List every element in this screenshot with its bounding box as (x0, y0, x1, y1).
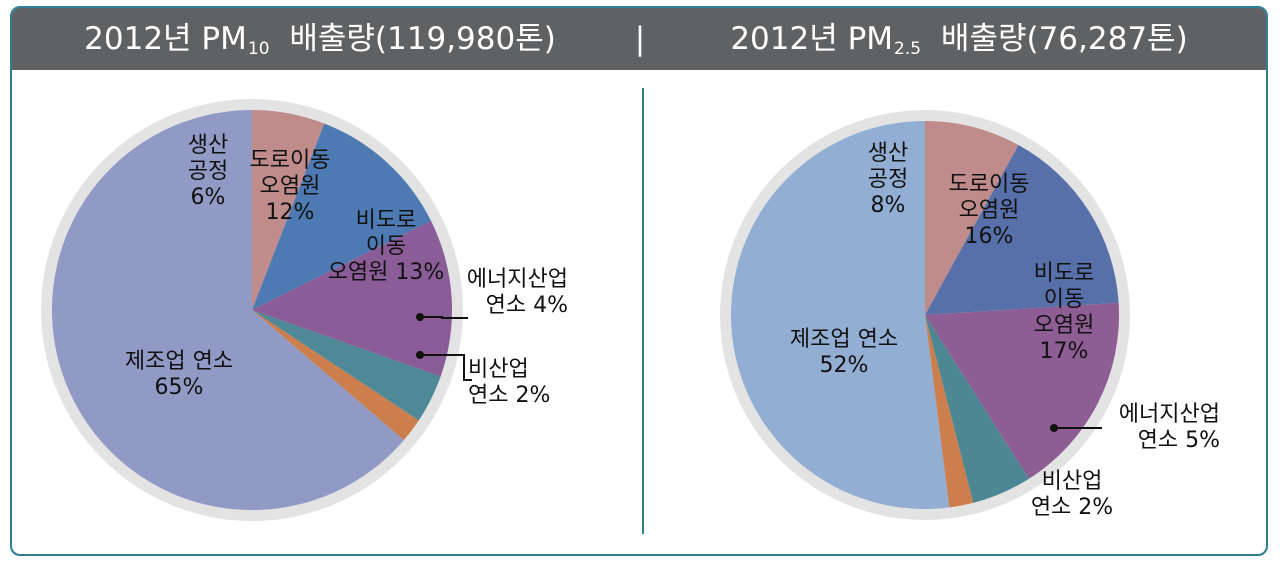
slice-label-line: 에너지산업 (1119, 402, 1220, 427)
slice-label: 비도로 이동 오염원 13% (328, 208, 445, 285)
slice-label: 에너지산업 연소 4% (467, 267, 568, 318)
slice-label-line: 생산 (868, 141, 908, 166)
slice-label-line: 오염원 (1034, 313, 1095, 338)
slice-label-line: 6% (191, 185, 226, 210)
slice-label-line: 52% (820, 353, 869, 378)
pie-slice (252, 310, 441, 421)
slice-label: 생산 공정 6% (188, 133, 228, 210)
slice-label: 제조업 연소 52% (790, 327, 898, 378)
pie-slice (252, 123, 432, 310)
slice-label: 제조업 연소 65% (125, 349, 233, 400)
slice-label: 도로이동 오염원 12% (250, 148, 331, 225)
slice-label-line: 오염원 (260, 174, 321, 199)
pm10-title: 2012년 PM10 배출량(119,980톤) (84, 21, 556, 59)
slice-label: 비산업 연소 2% (468, 357, 550, 408)
header-separator: | (634, 21, 646, 57)
slice-label-line: 도로이동 (949, 172, 1030, 197)
pie-slice (925, 145, 1119, 315)
slice-label-line: 이동 (366, 234, 406, 259)
slice-label: 생산 공정 8% (868, 141, 908, 218)
slice-label-line: 16% (965, 224, 1014, 249)
slice-label-line: 제조업 연소 (125, 349, 233, 374)
pm10-pie-chart: 생산 공정 6%도로이동 오염원 12% 비도로 이동 오염원 13% 에너지산업 연소 4%비산… (41, 99, 568, 521)
slice-label-line: 65% (155, 375, 204, 400)
leader-dot (416, 351, 424, 359)
leader-dot (1050, 424, 1058, 432)
chart-frame: 2012년 PM10 배출량(119,980톤) | 2012년 PM2.5 배… (10, 6, 1268, 556)
slice-label-line: 공정 (188, 159, 228, 184)
slice-label-line: 비도로 (1034, 261, 1095, 286)
slice-label-line: 8% (871, 193, 906, 218)
slice-label-line: 제조업 연소 (790, 327, 898, 352)
pm25-title: 2012년 PM2.5 배출량(76,287톤) (730, 21, 1188, 59)
slice-label-line: 이동 (1044, 287, 1084, 312)
slice-label-line: 연소 2% (1031, 495, 1113, 520)
slice-label-line: 비산업 (1042, 469, 1103, 494)
slice-label-line: 오염원 (959, 198, 1020, 223)
slice-label-line: 연소 2% (468, 383, 550, 408)
pie-slice (252, 110, 325, 310)
pie-charts: 생산 공정 6%도로이동 오염원 12% 비도로 이동 오염원 13% 에너지산업 연소 4%비산… (41, 99, 1220, 521)
pm25-pie-chart: 생산 공정 8%도로이동 오염원 16%비도로 이동 오염원 17%에너지산업 연소 5%비산업… (720, 110, 1220, 520)
slice-label-line: 에너지산업 (467, 267, 568, 292)
leader-dot (416, 313, 424, 321)
leader-line (420, 316, 468, 319)
pie-slice (925, 315, 974, 508)
header-bar: 2012년 PM10 배출량(119,980톤) | 2012년 PM2.5 배… (12, 8, 1266, 70)
slice-label-line: 공정 (868, 167, 908, 192)
pie-slice (252, 220, 452, 377)
chart-divider (642, 88, 644, 534)
slice-label-line: 비산업 (468, 357, 529, 382)
slice-label-line: 17% (1040, 339, 1089, 364)
slice-label: 도로이동 오염원 16% (949, 172, 1030, 249)
slice-label-line: 비도로 (356, 208, 417, 233)
slice-label: 비도로 이동 오염원 17% (1034, 261, 1095, 364)
slice-label: 에너지산업 연소 5% (1119, 402, 1220, 453)
slice-label-line: 연소 4% (486, 293, 568, 318)
slice-label-line: 도로이동 (250, 148, 331, 173)
pie-slice (925, 121, 1019, 315)
pie-slice (925, 315, 1029, 503)
slice-label-line: 12% (266, 200, 315, 225)
slice-label: 비산업 연소 2% (1031, 469, 1113, 520)
leader-line (420, 354, 472, 381)
pie-slice (730, 121, 950, 509)
slice-label-line: 연소 5% (1138, 428, 1220, 453)
pie-slice (252, 310, 419, 441)
slice-label-line: 오염원 13% (328, 260, 445, 285)
pie-slice (51, 109, 404, 511)
slice-label-line: 생산 (188, 133, 228, 158)
pie-slice (925, 302, 1120, 479)
